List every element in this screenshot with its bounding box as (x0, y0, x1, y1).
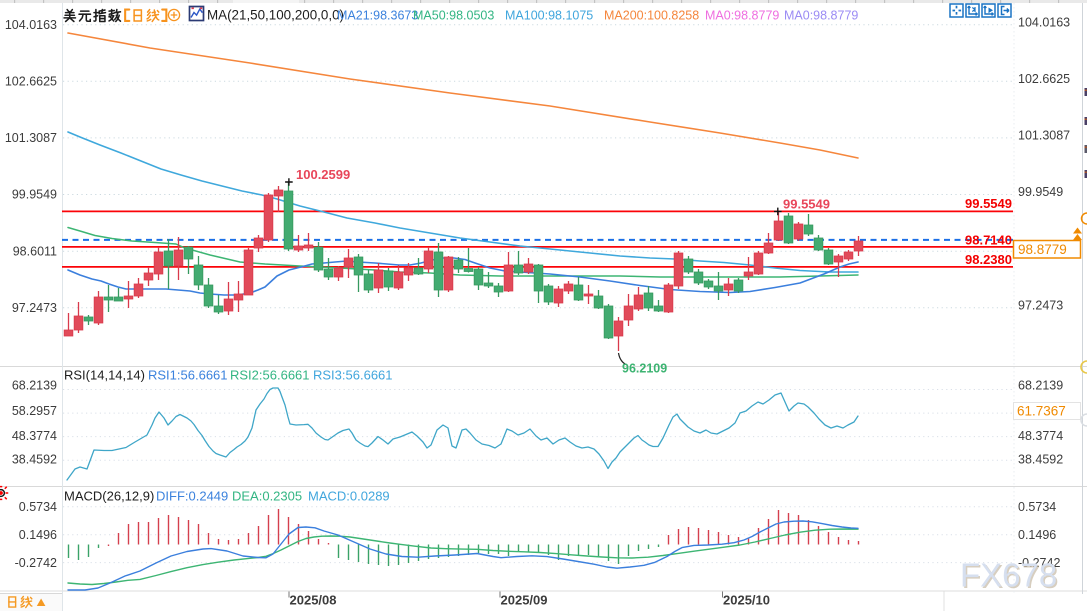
svg-text:96.2109: 96.2109 (622, 362, 667, 376)
svg-text:98.6011: 98.6011 (13, 244, 57, 258)
svg-text:0.1496: 0.1496 (19, 528, 57, 542)
svg-text:102.6625: 102.6625 (5, 75, 57, 89)
svg-text:DIFF:0.2449: DIFF:0.2449 (156, 489, 228, 504)
svg-text:MA200:100.8258: MA200:100.8258 (604, 9, 699, 23)
svg-text:48.3774: 48.3774 (12, 429, 57, 443)
svg-text:58.2957: 58.2957 (12, 404, 57, 418)
svg-text:48.3774: 48.3774 (1018, 429, 1063, 443)
svg-text:MA21:98.3673: MA21:98.3673 (337, 9, 418, 23)
svg-text:MACD:0.0289: MACD:0.0289 (308, 489, 390, 504)
svg-text:MA100:98.1075: MA100:98.1075 (505, 9, 593, 23)
svg-text:2025/09: 2025/09 (501, 593, 548, 608)
svg-text:101.3087: 101.3087 (5, 131, 57, 145)
svg-text:101.3087: 101.3087 (1018, 129, 1070, 143)
svg-text:102.6625: 102.6625 (1018, 72, 1070, 86)
svg-text:0.5734: 0.5734 (1018, 500, 1056, 514)
svg-text:99.5549: 99.5549 (965, 196, 1012, 211)
svg-text:RSI3:56.6661: RSI3:56.6661 (313, 368, 393, 383)
svg-text:99.5549: 99.5549 (783, 197, 830, 212)
svg-text:99.9549: 99.9549 (1018, 185, 1063, 199)
svg-text:MACD(26,12,9): MACD(26,12,9) (64, 489, 154, 504)
svg-text:97.2473: 97.2473 (1018, 298, 1063, 312)
svg-text:2025/10: 2025/10 (723, 593, 770, 608)
svg-text:98.2380: 98.2380 (965, 252, 1012, 267)
svg-text:100.2599: 100.2599 (296, 167, 350, 182)
svg-text:2025/08: 2025/08 (290, 593, 337, 608)
svg-text:FX678: FX678 (960, 557, 1057, 594)
svg-text:97.2473: 97.2473 (12, 301, 57, 315)
svg-text:MA0:98.8779: MA0:98.8779 (705, 9, 779, 23)
svg-text:RSI2:56.6661: RSI2:56.6661 (230, 368, 310, 383)
svg-text:38.4592: 38.4592 (12, 452, 57, 466)
svg-text:MA(21,50,100,200,0,0): MA(21,50,100,200,0,0) (207, 8, 344, 23)
svg-text:RSI1:56.6661: RSI1:56.6661 (148, 368, 228, 383)
svg-text:61.7367: 61.7367 (1017, 404, 1066, 419)
svg-text:-0.2742: -0.2742 (15, 556, 57, 570)
svg-text:99.9549: 99.9549 (12, 188, 57, 202)
svg-text:MA50:98.0503: MA50:98.0503 (413, 9, 494, 23)
svg-text:0.5734: 0.5734 (19, 500, 57, 514)
svg-text:68.2139: 68.2139 (1018, 379, 1063, 393)
svg-text:98.8779: 98.8779 (1018, 242, 1067, 257)
svg-text:104.0163: 104.0163 (1018, 16, 1070, 30)
svg-text:68.2139: 68.2139 (12, 379, 57, 393)
svg-text:104.0163: 104.0163 (5, 18, 57, 32)
svg-text:98.7140: 98.7140 (965, 233, 1012, 248)
svg-text:DEA:0.2305: DEA:0.2305 (232, 489, 302, 504)
svg-text:38.4592: 38.4592 (1018, 452, 1063, 466)
svg-text:-0.2742: -0.2742 (1018, 556, 1060, 570)
svg-text:MA0:98.8779: MA0:98.8779 (784, 9, 858, 23)
svg-text:0.1496: 0.1496 (1018, 528, 1056, 542)
svg-text:RSI(14,14,14): RSI(14,14,14) (64, 368, 145, 383)
svg-text:FX678: FX678 (962, 558, 1059, 595)
